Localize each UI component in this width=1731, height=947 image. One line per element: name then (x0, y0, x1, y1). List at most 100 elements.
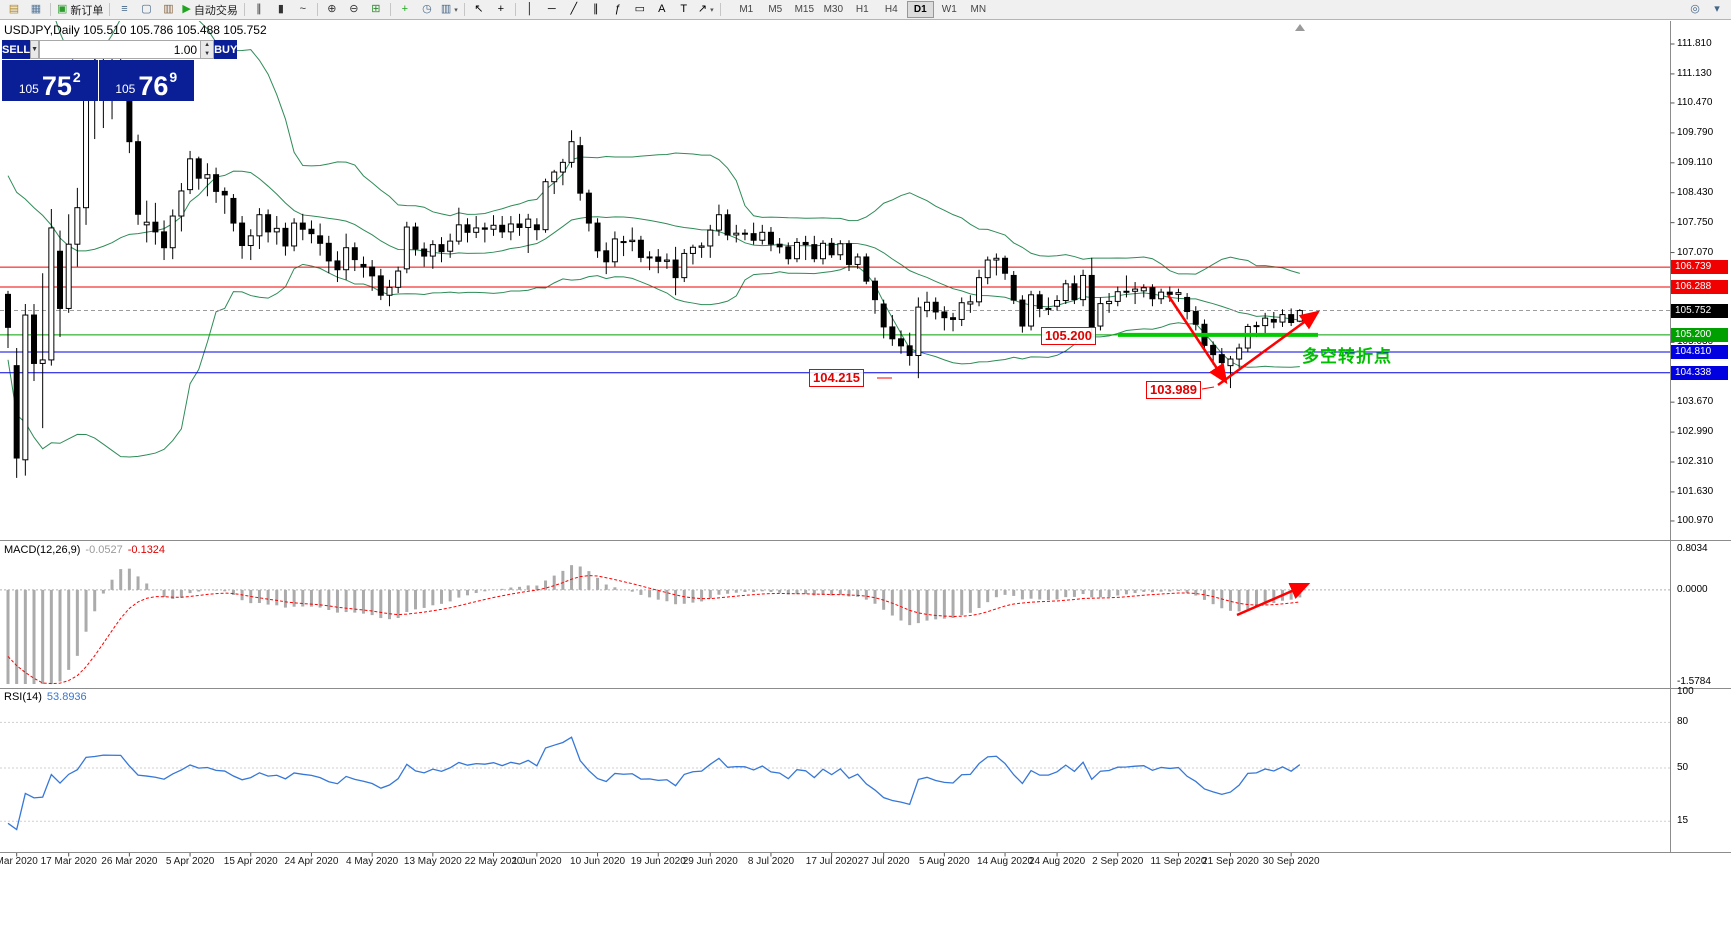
timeframe-h1[interactable]: H1 (855, 4, 869, 15)
crosshair-button[interactable]: + (490, 1, 512, 19)
volume-input[interactable] (40, 41, 201, 58)
sell-button[interactable]: 105 75 2 (2, 60, 98, 101)
fibonacci-icon: ƒ (614, 3, 621, 15)
chevron-down-icon: ▾ (454, 6, 458, 14)
turning-point-annotation[interactable]: 多空转折点 (1302, 347, 1392, 366)
volume-decrease-button[interactable]: ▼ (200, 49, 214, 58)
cursor-button[interactable]: ↖ (468, 1, 490, 19)
text-label-button[interactable]: T (673, 1, 695, 19)
text-button[interactable]: A (651, 1, 673, 19)
market-watch-button[interactable]: ≡ (113, 1, 135, 19)
timeframe-m1[interactable]: M1 (739, 4, 754, 15)
price-annotation-103989[interactable]: 103.989 (1146, 381, 1201, 399)
toolbar-separator (109, 3, 111, 16)
toolbar-separator (50, 3, 51, 16)
auto-trading-button-label: 自动交易 (193, 4, 238, 17)
auto-trading-icon: ▶ (182, 3, 191, 15)
new-order-button[interactable]: ▣ 新订单 (54, 1, 106, 19)
bar-chart-icon: ∥ (256, 3, 262, 15)
bar-chart-button[interactable]: ∥ (248, 1, 270, 19)
macd-main-value: -0.0527 (85, 544, 123, 556)
macd-name: MACD(12,26,9) (4, 544, 81, 556)
new-chart-icon: ▤ (8, 3, 20, 15)
candles-layer (5, 48, 1303, 478)
timeframe-d1[interactable]: D1 (906, 1, 934, 18)
tile-windows-button[interactable]: ⊞ (365, 1, 387, 19)
crosshair-icon: + (497, 3, 505, 15)
trend-arrow (1236, 582, 1311, 617)
volume-stepper: ▲ ▼ (200, 41, 214, 58)
bollinger-lower-band (7, 263, 1300, 458)
rsi-layer (0, 721, 1670, 831)
navigator-button[interactable]: ▥ (157, 1, 179, 19)
fibonacci-button[interactable]: ƒ (607, 1, 629, 19)
templates-icon: ▥ (440, 3, 452, 15)
rsi-value: 53.8936 (46, 691, 87, 703)
profiles-button[interactable]: ▦ (25, 1, 47, 19)
channel-button[interactable]: ∥ (585, 1, 607, 19)
rsi-line (7, 736, 1301, 831)
zoom-out-button[interactable]: ⊖ (343, 1, 365, 19)
price-annotation-105200[interactable]: 105.200 (1041, 327, 1096, 345)
buy-button[interactable]: 105 76 9 (98, 60, 194, 101)
indicators-icon: + (401, 3, 409, 15)
timeframe-w1[interactable]: W1 (941, 4, 957, 15)
horizontal-line-button[interactable]: ─ (541, 1, 563, 19)
cursor-icon: ↖ (474, 3, 484, 15)
trade-panel-top-row: SELL ▼ ▲ ▼ BUY (2, 40, 238, 59)
shapes-button[interactable]: ▭ (629, 1, 651, 19)
trendline-button[interactable]: ╱ (563, 1, 585, 19)
horizontal-line-icon: ─ (547, 3, 556, 15)
sell-label[interactable]: SELL (2, 40, 31, 59)
timeframe-mn[interactable]: MN (970, 4, 987, 15)
timeframe-m15[interactable]: M15 (794, 4, 815, 15)
trade-options-dropdown[interactable]: ▼ (30, 40, 40, 59)
zoom-in-button[interactable]: ⊕ (321, 1, 343, 19)
timeframe-h4[interactable]: H4 (884, 4, 898, 15)
more-button[interactable]: ▾ (1706, 1, 1728, 19)
market-watch-icon: ≡ (121, 3, 128, 15)
vertical-line-icon: │ (526, 3, 534, 15)
macd-signal-value: -0.1324 (127, 544, 166, 556)
indicators-button[interactable]: + (394, 1, 416, 19)
timeframe-m5[interactable]: M5 (768, 4, 783, 15)
timeframe-m30[interactable]: M30 (823, 4, 844, 15)
periods-button[interactable]: ◷ (416, 1, 438, 19)
data-window-button[interactable]: ▢ (135, 1, 157, 19)
line-chart-icon: ~ (299, 3, 307, 15)
channel-icon: ∥ (593, 3, 599, 15)
navigator-icon: ▥ (163, 3, 174, 15)
vertical-line-button[interactable]: │ (519, 1, 541, 19)
toolbar-separator (389, 3, 391, 16)
toolbar-separator (463, 3, 465, 16)
buy-label[interactable]: BUY (214, 40, 238, 59)
bollinger-middle-band (7, 170, 1300, 321)
buy-price-prefix: 105 (115, 82, 136, 96)
rsi-indicator-label: RSI(14) 53.8936 (4, 691, 92, 703)
toolbar-separator (316, 3, 318, 16)
text-label-icon: T (680, 3, 688, 15)
new-order-button-label: 新订单 (70, 4, 104, 17)
templates-button[interactable]: ▥ ▾ (438, 1, 461, 19)
sell-price-big: 75 (41, 71, 72, 102)
price-annotation-104215[interactable]: 104.215 (809, 369, 864, 387)
text-icon: A (658, 3, 666, 15)
auto-trading-button[interactable]: ▶ 自动交易 (179, 1, 240, 19)
line-chart-button[interactable]: ~ (292, 1, 314, 19)
tile-windows-icon: ⊞ (371, 3, 381, 15)
toolbar-separator (514, 3, 516, 16)
shapes-icon: ▭ (634, 3, 645, 15)
new-chart-button[interactable]: ▤ (3, 1, 25, 19)
periods-icon: ◷ (422, 3, 432, 15)
volume-increase-button[interactable]: ▲ (200, 41, 214, 50)
trend-arrow (1166, 294, 1228, 385)
arrows-button[interactable]: ↗ ▾ (695, 1, 717, 19)
search-button[interactable]: ◎ (1684, 1, 1706, 19)
toolbar: ▤ ▦ ▣ 新订单 ≡ ▢ ▥ ▶ 自动交易 ∥ ▮ ~ ⊕ ⊖ ⊞ + ◷ ▥ ▾ ↖ + │ ─ ╱ ∥ ƒ ▭ A T ↗ ▾ M1 M5… (0, 0, 1731, 20)
trend-arrow (1217, 310, 1321, 387)
objects-layer (877, 24, 1321, 617)
candlestick-chart-button[interactable]: ▮ (270, 1, 292, 19)
